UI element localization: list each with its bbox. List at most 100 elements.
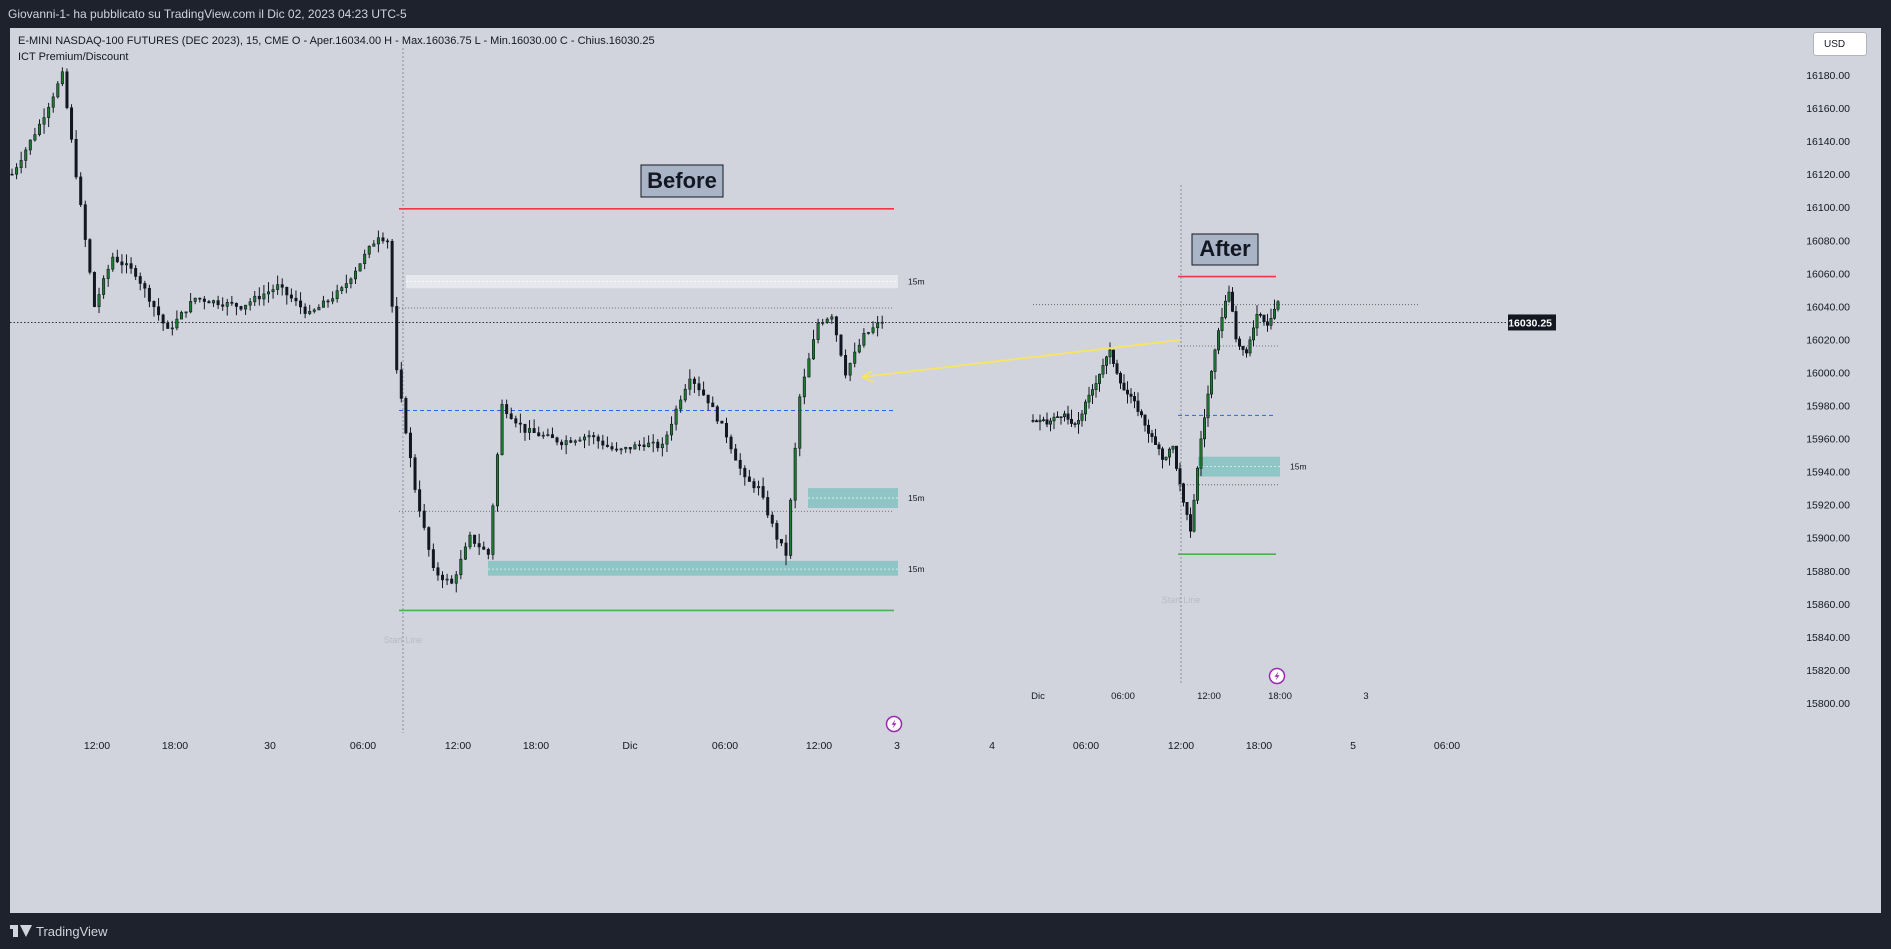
- last-price-label: 16030.25: [1508, 317, 1552, 329]
- candle-body: [784, 542, 788, 556]
- candle-body: [454, 574, 458, 584]
- candle-body: [1241, 345, 1245, 350]
- before-label: Before: [647, 168, 717, 193]
- x-tick-label: 5: [1350, 740, 1356, 752]
- candle-body: [757, 486, 761, 489]
- candle-body: [1227, 291, 1231, 302]
- candle-body: [541, 434, 545, 437]
- candle-body: [1217, 330, 1221, 351]
- candle-body: [546, 434, 550, 436]
- candle-body: [28, 139, 32, 151]
- y-tick-label: 15920.00: [1806, 500, 1850, 512]
- candle-body: [1063, 413, 1067, 418]
- candle-body: [711, 402, 715, 408]
- y-tick-label: 16040.00: [1806, 301, 1850, 313]
- candle-body: [1052, 416, 1056, 422]
- x-tick-label-inset: 18:00: [1268, 691, 1292, 702]
- candle-body: [802, 376, 806, 398]
- candle-body: [1231, 291, 1235, 312]
- candle-body: [463, 546, 467, 560]
- indicator-name[interactable]: ICT Premium/Discount: [18, 51, 129, 63]
- candle-body: [70, 107, 74, 140]
- candle-body: [125, 263, 129, 266]
- candle-body: [1196, 467, 1200, 501]
- candle-body: [321, 300, 325, 308]
- candle-body: [715, 406, 719, 422]
- candle-body: [1119, 373, 1123, 384]
- candle-body: [1185, 502, 1189, 515]
- candle-body: [550, 434, 554, 439]
- candle-body: [601, 440, 605, 446]
- candle-body: [74, 138, 78, 178]
- candle-body: [1171, 445, 1175, 450]
- x-tick-label: 12:00: [84, 740, 110, 752]
- candle-body: [358, 263, 362, 272]
- candle-body: [1133, 396, 1137, 402]
- x-tick-label: 18:00: [1246, 740, 1272, 752]
- candle-body: [688, 378, 692, 390]
- candle-body: [825, 318, 829, 323]
- candle-body: [1122, 382, 1126, 391]
- candle-body: [1056, 416, 1060, 418]
- footer-bar: TradingView: [0, 913, 1891, 949]
- candle-body: [83, 204, 87, 240]
- tradingview-logo[interactable]: TradingView: [10, 923, 108, 939]
- price-chart[interactable]: 16180.00 16160.00 16140.00 16120.00 16100.00…: [10, 28, 1881, 913]
- candle-body: [422, 510, 426, 528]
- candle-body: [628, 447, 632, 450]
- candle-body: [303, 306, 307, 314]
- candle-body: [1213, 349, 1217, 372]
- candle-body: [1262, 314, 1266, 323]
- candle-body: [230, 301, 234, 304]
- candle-body: [642, 444, 646, 448]
- candle-body: [573, 440, 577, 443]
- x-tick-label: 18:00: [523, 740, 549, 752]
- candle-body: [413, 457, 417, 490]
- fvg-zone-label: 15m: [908, 493, 925, 503]
- candle-body: [789, 499, 793, 556]
- candle-body: [660, 443, 664, 449]
- candle-body: [1252, 327, 1256, 341]
- candle-body: [1084, 401, 1088, 415]
- candle-body: [1245, 349, 1249, 354]
- candle-body: [381, 237, 385, 242]
- y-tick-label: 15900.00: [1806, 533, 1850, 545]
- candle-body: [495, 454, 499, 507]
- candle-body: [92, 271, 96, 307]
- candle-body: [509, 413, 513, 419]
- candle-body: [198, 297, 202, 300]
- candle-body: [221, 304, 225, 307]
- y-tick-label: 16000.00: [1806, 367, 1850, 379]
- candle-body: [1255, 314, 1259, 329]
- candle-body: [528, 428, 532, 433]
- candle-body: [312, 309, 316, 312]
- chart-area[interactable]: 16180.00 16160.00 16140.00 16120.00 16100.00…: [10, 28, 1881, 913]
- candle-body: [1070, 418, 1074, 424]
- candle-body: [876, 322, 880, 329]
- candle-body: [1035, 420, 1039, 423]
- candle-body: [294, 297, 298, 302]
- y-tick-label: 16160.00: [1806, 103, 1850, 115]
- candle-body: [665, 434, 669, 445]
- candle-body: [500, 404, 504, 455]
- start-line-label: Start Line: [384, 635, 423, 645]
- candle-body: [734, 448, 738, 461]
- candle-body: [807, 358, 811, 378]
- candle-body: [179, 312, 183, 320]
- candle-body: [19, 160, 23, 168]
- candle-body: [1031, 420, 1035, 422]
- fvg-zone-label: 15m: [908, 277, 925, 287]
- candle-body: [1112, 349, 1116, 364]
- candle-body: [1042, 419, 1046, 421]
- candle-body: [1210, 371, 1214, 395]
- currency-button[interactable]: USD: [1813, 32, 1867, 56]
- y-tick-label: 15800.00: [1806, 698, 1850, 710]
- candle-body: [491, 505, 495, 555]
- candle-body: [596, 436, 600, 442]
- candle-body: [257, 295, 261, 300]
- candle-body: [532, 428, 536, 434]
- candle-body: [1238, 338, 1242, 347]
- candle-body: [1066, 413, 1070, 420]
- candle-body: [408, 432, 412, 459]
- candle-body: [266, 291, 270, 295]
